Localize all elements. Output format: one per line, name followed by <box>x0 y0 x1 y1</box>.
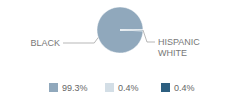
chart: BLACK HISPANICWHITE 99.3% 0.4% 0.4% <box>0 0 240 100</box>
legend-swatch <box>49 83 58 92</box>
leader-line <box>63 37 98 43</box>
slice-label: BLACK <box>30 38 60 48</box>
legend-swatch <box>105 83 114 92</box>
slice-label: WHITE <box>158 48 187 58</box>
legend-label: 99.3% <box>62 83 88 93</box>
leader-line <box>143 30 155 42</box>
slice-label: HISPANIC <box>158 37 200 47</box>
pie-slice <box>97 7 143 53</box>
legend-swatch <box>161 83 170 92</box>
pie-slice <box>120 30 143 32</box>
legend-label: 0.4% <box>118 83 139 93</box>
legend-label: 0.4% <box>174 83 195 93</box>
pie-slice <box>120 29 143 31</box>
pie <box>97 7 143 53</box>
